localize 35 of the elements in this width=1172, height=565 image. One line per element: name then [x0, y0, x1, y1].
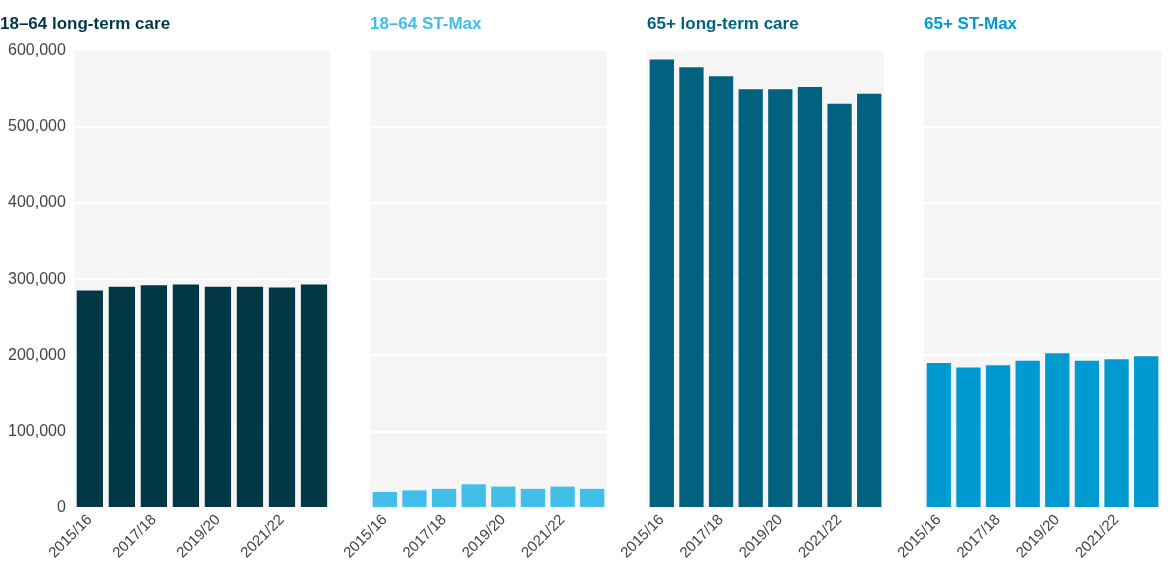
chart-title: 18–64 ST-Max: [370, 13, 483, 33]
bar: [827, 103, 852, 507]
bar: [520, 488, 546, 507]
bar: [768, 89, 793, 507]
bar: [797, 87, 823, 507]
bar: [402, 490, 427, 507]
chart-title: 65+ long-term care: [647, 13, 799, 33]
chart-title: 18–64 long-term care: [0, 13, 171, 33]
y-tick-label: 500,000: [7, 117, 66, 135]
y-tick-label: 600,000: [7, 40, 66, 58]
bar: [431, 488, 457, 507]
y-tick-label: 200,000: [7, 345, 66, 363]
bar: [580, 488, 605, 507]
bar: [649, 59, 674, 507]
bar: [857, 93, 882, 507]
bar: [956, 367, 981, 507]
bar: [926, 363, 951, 507]
y-tick-label: 100,000: [7, 422, 66, 440]
y-tick-label: 300,000: [7, 269, 66, 287]
bar: [491, 486, 516, 507]
bar: [708, 76, 734, 507]
bar: [985, 365, 1011, 507]
bar: [738, 89, 763, 507]
bar: [1045, 353, 1070, 507]
bar: [679, 67, 704, 507]
y-tick-label: 400,000: [7, 193, 66, 211]
bar: [461, 484, 486, 507]
chart-title: 65+ ST-Max: [924, 13, 1018, 33]
y-tick-label: 0: [56, 498, 66, 516]
bar: [550, 486, 575, 507]
bar: [1074, 360, 1100, 507]
bar: [1015, 360, 1040, 507]
bar: [1104, 359, 1129, 507]
bar: [1134, 356, 1159, 507]
bar: [372, 491, 397, 507]
